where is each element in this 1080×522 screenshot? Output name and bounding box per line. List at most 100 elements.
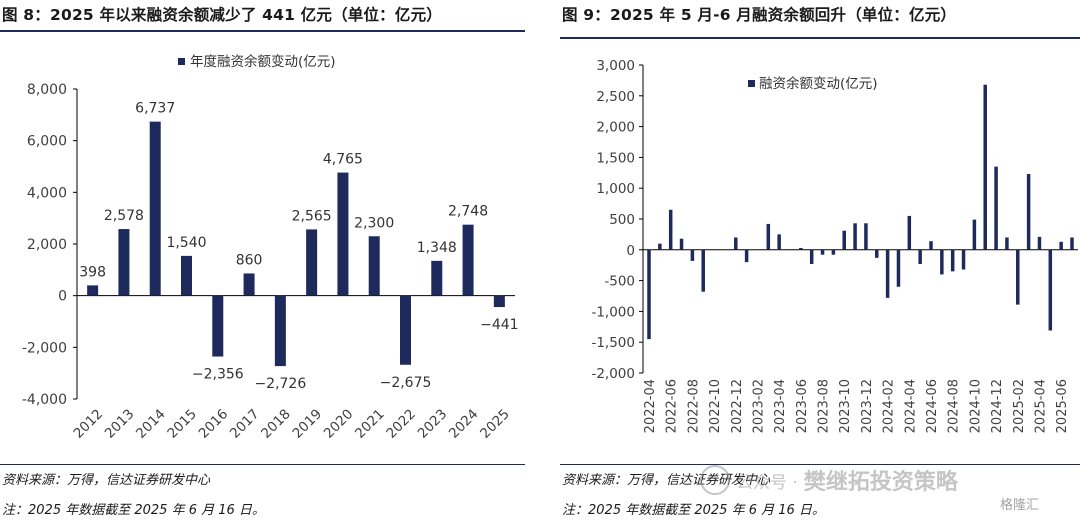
x-tick-label: 2024-02 xyxy=(882,379,897,433)
data-label: 860 xyxy=(236,252,263,268)
legend-swatch xyxy=(748,80,755,87)
x-tick-label: 2024-10 xyxy=(968,379,983,433)
x-tick-label: 2024 xyxy=(446,406,482,442)
bar-2025 xyxy=(493,295,505,308)
bar-2022-07 xyxy=(679,238,684,250)
left-source-note: 资料来源：万得，信达证券研发中心 xyxy=(2,473,211,488)
y-tick-label: -2,000 xyxy=(22,340,67,356)
y-tick-label: 0 xyxy=(626,243,635,259)
x-tick-label: 2023 xyxy=(415,406,451,442)
x-tick-label: 2024-06 xyxy=(925,379,940,433)
y-tick-label: -2,000 xyxy=(591,366,635,382)
bar-2024-05 xyxy=(918,249,922,264)
bar-2025-03 xyxy=(1026,174,1031,250)
x-tick-label: 2018 xyxy=(258,406,294,442)
annual-margin-change-chart: -4,000 -2,000 0 2,000 4,000 6,000 8,000 年度融资余额变… xyxy=(22,53,519,442)
x-tick-label: 2016 xyxy=(196,406,232,442)
bar-2022-06 xyxy=(668,209,673,250)
left-bottom-rule xyxy=(0,464,525,465)
bar-2024 xyxy=(462,224,474,296)
x-tick-label: 2020 xyxy=(321,406,357,442)
x-tick-label: 2025-04 xyxy=(1033,379,1048,433)
right-figure-panel: 图 9：2025 年 5 月-6 月融资余额回升（单位：亿元） -2,000 -1… xyxy=(560,0,1080,522)
bar-2025-02 xyxy=(1016,249,1020,305)
bar-2025-04 xyxy=(1037,236,1042,250)
bar-latest xyxy=(1070,237,1074,250)
y-tick-label: 500 xyxy=(609,212,635,228)
x-tick-label: 2012 xyxy=(70,406,106,442)
legend-label: 年度融资余额变动(亿元) xyxy=(190,53,336,70)
bar-2025-06 xyxy=(1059,241,1063,250)
y-tick-label: 2,500 xyxy=(596,89,635,105)
x-tick-label: 2014 xyxy=(133,406,169,442)
x-tick-label: 2024-04 xyxy=(903,379,918,433)
bar-2023-09 xyxy=(831,249,836,255)
x-tick-label: 2023-02 xyxy=(751,379,766,433)
x-tick-label: 2019 xyxy=(289,406,325,442)
x-tick-label: 2015 xyxy=(164,406,200,442)
x-tick-label: 2023-08 xyxy=(817,379,832,433)
data-label: 2,565 xyxy=(292,208,332,224)
bar-2022-04 xyxy=(647,249,651,340)
bar-2014 xyxy=(149,121,161,296)
bar-2023-08 xyxy=(820,249,825,255)
y-tick-label: 0 xyxy=(58,289,67,305)
bar-2023-04 xyxy=(777,234,781,250)
data-label: 2,748 xyxy=(448,204,488,220)
bar-2024-01 xyxy=(875,249,879,258)
bar-2024-11 xyxy=(983,84,987,250)
x-tick-label: 2022 xyxy=(383,406,419,442)
bar-2012 xyxy=(87,285,99,296)
x-tick-label: 2021 xyxy=(352,406,388,442)
bar-2024-02 xyxy=(885,249,890,298)
watermark: 公众号 · 樊继拓投资策略 xyxy=(700,462,958,498)
x-tick-label: 2022-10 xyxy=(708,379,723,433)
data-label: −2,726 xyxy=(254,376,306,392)
x-tick-label: 2023-06 xyxy=(795,379,810,433)
data-label: −2,356 xyxy=(192,367,244,383)
bar-2023-12 xyxy=(864,223,868,250)
bar-2025-01 xyxy=(1005,237,1009,250)
bar-2016 xyxy=(212,295,224,357)
monthly-margin-change-chart: -2,000 -1,500 -1,000 -500 0 500 1,000 1,500 2,00… xyxy=(591,58,1078,433)
y-tick-label: -1,500 xyxy=(591,335,635,351)
x-tick-label: 2013 xyxy=(102,406,138,442)
bar-2025-05 xyxy=(1048,249,1053,331)
bar-2021 xyxy=(368,236,380,296)
x-tick-label: 2025-02 xyxy=(1012,379,1027,433)
bar-2022-08 xyxy=(690,249,695,261)
x-tick-label: 2022-04 xyxy=(643,379,658,433)
bar-2024-09 xyxy=(961,249,966,270)
bar-2023-06 xyxy=(799,247,803,250)
x-tick-label: 2022-06 xyxy=(665,379,680,433)
x-tick-label: 2017 xyxy=(227,406,263,442)
left-date-note: 注：2025 年数据截至 2025 年 6 月 16 日。 xyxy=(2,503,265,518)
bar-2022 xyxy=(400,295,411,365)
bar-2015 xyxy=(181,255,192,296)
x-tick-label: 2022-08 xyxy=(686,379,701,433)
data-label: 1,348 xyxy=(417,240,457,256)
bar-2023-07 xyxy=(809,249,814,264)
x-tick-label: 2022-12 xyxy=(730,379,745,433)
bar-2022-05 xyxy=(658,243,662,250)
data-label: 2,578 xyxy=(104,208,144,224)
y-tick-label: 2,000 xyxy=(596,120,635,136)
bar-2018 xyxy=(274,295,286,367)
bar-2013 xyxy=(118,229,130,296)
bar-2023-11 xyxy=(853,223,857,250)
legend-swatch xyxy=(178,58,185,65)
bar-2023-01 xyxy=(744,249,749,263)
data-label: 4,765 xyxy=(323,152,363,168)
watermark-account-name: 樊继拓投资策略 xyxy=(803,470,958,495)
bar-2020 xyxy=(337,172,349,296)
bar-2019 xyxy=(306,229,318,296)
x-tick-label: 2024-12 xyxy=(990,379,1005,433)
bar-2024-12 xyxy=(994,166,998,250)
y-tick-label: 4,000 xyxy=(27,185,67,201)
y-tick-label: 8,000 xyxy=(27,82,67,98)
bar-2022-12 xyxy=(734,237,738,250)
bar-2024-07 xyxy=(940,249,944,275)
right-figure-title: 图 9：2025 年 5 月-6 月融资余额回升（单位：亿元） xyxy=(562,6,957,24)
y-tick-label: -4,000 xyxy=(22,392,67,408)
x-tick-label: 2024-08 xyxy=(947,379,962,433)
